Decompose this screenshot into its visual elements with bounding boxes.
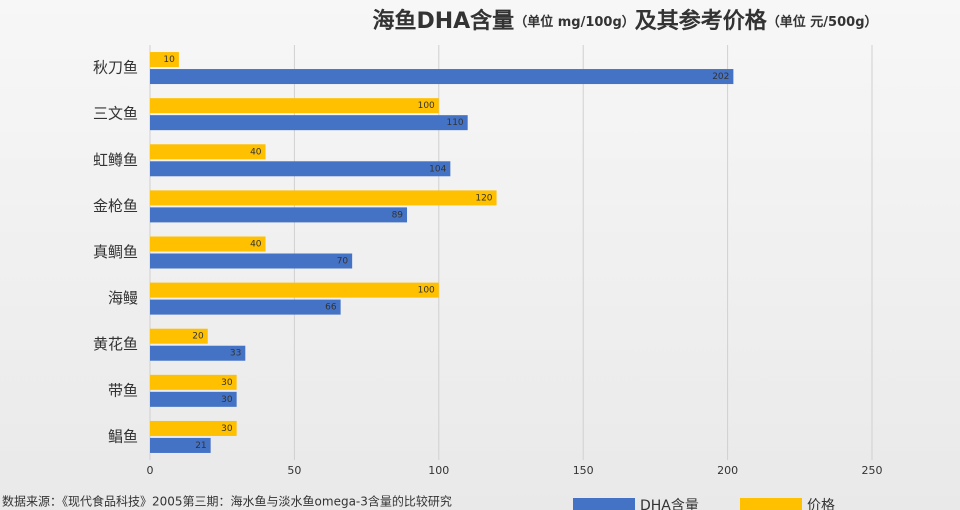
y-tick-label: 黄花鱼: [93, 335, 138, 353]
bar: [150, 190, 497, 206]
bar: [150, 299, 341, 315]
legend-label: 价格: [807, 498, 835, 510]
data-label: 30: [221, 424, 233, 434]
title-part: 及其参考价格: [635, 8, 768, 34]
bar: [150, 52, 179, 68]
data-label: 30: [221, 395, 233, 405]
y-tick-label: 秋刀鱼: [93, 59, 138, 77]
data-label: 89: [392, 210, 404, 220]
bar: [150, 144, 266, 160]
x-tick-label: 0: [147, 464, 154, 477]
data-label: 70: [337, 257, 349, 267]
bar: [150, 374, 237, 390]
legend-swatch: [573, 498, 635, 510]
legend-label: DHA含量: [640, 498, 699, 510]
bar: [150, 437, 211, 453]
bar: [150, 328, 208, 344]
data-label: 20: [192, 332, 204, 342]
data-label: 66: [325, 303, 337, 313]
bar: [150, 161, 451, 177]
data-label: 100: [418, 286, 435, 296]
bar: [150, 98, 439, 114]
x-tick-label: 200: [717, 464, 738, 477]
y-tick-label: 虹鳟鱼: [93, 151, 138, 169]
bar: [150, 345, 246, 361]
x-tick-label: 250: [862, 464, 883, 477]
bar: [150, 420, 237, 436]
y-tick-label: 带鱼: [108, 381, 138, 399]
x-tick-label: 100: [428, 464, 449, 477]
data-label: 202: [712, 72, 729, 82]
legend-swatch: [740, 498, 802, 510]
bar: [150, 236, 266, 252]
title-part: （单位 元/500g）: [767, 14, 878, 30]
data-label: 120: [475, 193, 492, 203]
data-label: 30: [221, 378, 233, 388]
bar: [150, 282, 439, 298]
bar: [150, 69, 734, 85]
y-tick-label: 三文鱼: [93, 105, 138, 123]
y-tick-label: 真鲷鱼: [93, 243, 138, 261]
title-part: （单位 mg/100g）: [514, 14, 635, 30]
x-tick-label: 50: [287, 464, 301, 477]
data-label: 10: [163, 55, 175, 65]
data-label: 40: [250, 240, 262, 250]
title-part: 海鱼DHA含量: [372, 8, 514, 34]
bar: [150, 207, 408, 223]
bar: [150, 391, 237, 407]
data-label: 110: [446, 118, 463, 128]
x-tick-label: 150: [573, 464, 594, 477]
data-label: 40: [250, 147, 262, 157]
y-tick-label: 鲳鱼: [108, 427, 138, 445]
data-label: 104: [429, 164, 446, 174]
source-note: 数据来源：《现代食品科技》2005第三期：海水鱼与淡水鱼omega-3含量的比较…: [2, 494, 452, 509]
data-label: 21: [195, 441, 206, 451]
data-label: 33: [230, 349, 241, 359]
y-tick-label: 金枪鱼: [93, 197, 138, 215]
bar: [150, 253, 353, 269]
data-label: 100: [418, 101, 435, 111]
y-tick-label: 海鳗: [108, 289, 138, 307]
bar: [150, 115, 468, 131]
chart-title: 海鱼DHA含量（单位 mg/100g）及其参考价格（单位 元/500g）: [372, 8, 877, 34]
